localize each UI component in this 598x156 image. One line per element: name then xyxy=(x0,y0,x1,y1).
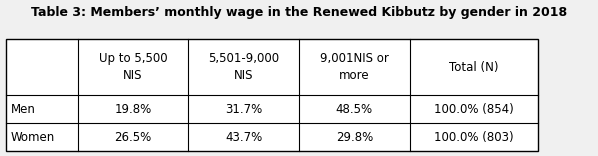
Text: 100.0% (854): 100.0% (854) xyxy=(434,103,514,116)
Text: Table 3: Members’ monthly wage in the Renewed Kibbutz by gender in 2018: Table 3: Members’ monthly wage in the Re… xyxy=(31,6,567,19)
Text: Men: Men xyxy=(11,103,36,116)
Text: Up to 5,500
NIS: Up to 5,500 NIS xyxy=(99,52,167,82)
Text: 43.7%: 43.7% xyxy=(225,131,263,144)
Text: 5,501-9,000
NIS: 5,501-9,000 NIS xyxy=(208,52,279,82)
Text: 48.5%: 48.5% xyxy=(335,103,373,116)
Text: Women: Women xyxy=(11,131,55,144)
Text: 31.7%: 31.7% xyxy=(225,103,263,116)
Bar xyxy=(6,39,538,151)
Bar xyxy=(6,39,538,151)
Text: 100.0% (803): 100.0% (803) xyxy=(434,131,514,144)
Text: 19.8%: 19.8% xyxy=(114,103,152,116)
Text: 29.8%: 29.8% xyxy=(335,131,373,144)
Text: 9,001NIS or
more: 9,001NIS or more xyxy=(320,52,389,82)
Text: 26.5%: 26.5% xyxy=(114,131,152,144)
Text: Total (N): Total (N) xyxy=(449,61,499,74)
